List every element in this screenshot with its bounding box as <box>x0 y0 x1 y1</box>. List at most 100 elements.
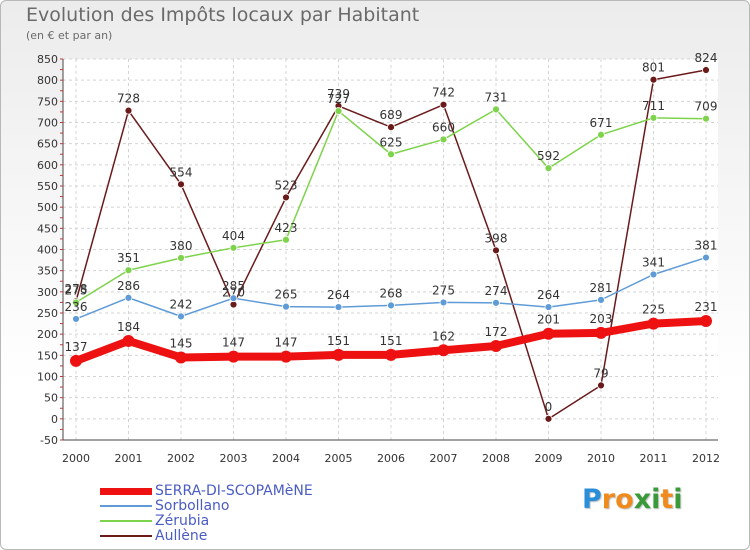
data-label: 162 <box>432 329 455 343</box>
data-label: 265 <box>275 288 298 302</box>
data-label: 404 <box>222 229 245 243</box>
data-label: 151 <box>327 334 350 348</box>
data-point <box>544 164 553 173</box>
data-point <box>124 293 133 302</box>
data-label: 184 <box>117 320 140 334</box>
data-label: 709 <box>695 100 718 114</box>
data-point <box>597 381 605 390</box>
data-point <box>332 348 345 361</box>
data-label: 592 <box>537 149 560 163</box>
data-label: 0 <box>545 400 553 414</box>
x-tick-label: 2008 <box>482 452 510 465</box>
data-label: 242 <box>170 297 193 311</box>
data-label: 801 <box>642 61 665 75</box>
y-tick-label: 700 <box>37 117 58 130</box>
x-tick-label: 2003 <box>220 452 248 465</box>
y-tick-label: 400 <box>37 244 58 257</box>
data-point <box>227 350 240 363</box>
y-tick-label: 850 <box>37 53 58 66</box>
proxiti-logo: Proxiti <box>582 484 683 515</box>
data-point <box>387 150 395 159</box>
data-point <box>229 294 238 303</box>
logo-letter: o <box>615 484 634 515</box>
data-point <box>492 105 500 114</box>
y-tick-label: 250 <box>37 307 58 320</box>
data-label: 236 <box>65 300 88 314</box>
x-tick-label: 2001 <box>115 452 143 465</box>
data-label: 172 <box>485 325 508 339</box>
data-point <box>282 235 290 244</box>
data-point <box>490 340 502 353</box>
x-tick-label: 2010 <box>587 452 615 465</box>
data-label: 225 <box>642 303 665 317</box>
data-point <box>334 107 343 115</box>
data-label: 201 <box>537 313 560 327</box>
data-point <box>437 344 450 357</box>
x-tick-label: 2000 <box>62 452 90 465</box>
y-tick-label: 450 <box>37 222 58 235</box>
y-tick-label: 350 <box>37 265 58 278</box>
data-label: 275 <box>432 283 455 297</box>
y-tick-label: 150 <box>37 349 58 362</box>
logo-letter: i <box>651 484 661 515</box>
y-tick-label: 500 <box>37 201 58 214</box>
y-tick-label: 650 <box>37 138 58 151</box>
data-point <box>282 193 290 202</box>
x-tick-label: 2004 <box>272 452 300 465</box>
logo-letter: i <box>673 484 683 515</box>
legend-swatch <box>100 535 152 537</box>
chart-subtitle: (en € et par an) <box>26 29 113 42</box>
data-point <box>492 298 500 307</box>
data-point <box>649 75 658 84</box>
data-point <box>70 354 82 367</box>
data-label: 268 <box>380 286 403 300</box>
data-label: 275 <box>65 283 88 297</box>
data-point <box>649 270 658 279</box>
data-label: 281 <box>590 281 613 295</box>
data-label: 278 <box>65 282 88 296</box>
data-label: 147 <box>222 336 245 350</box>
data-label: 728 <box>117 92 140 106</box>
data-point <box>702 253 710 262</box>
y-tick-label: 200 <box>37 328 58 341</box>
data-label: 264 <box>537 288 560 302</box>
y-tick-label: 100 <box>37 371 58 384</box>
data-point <box>542 327 555 340</box>
legend-label: Sorbollano <box>155 498 230 514</box>
data-label: 660 <box>432 120 455 134</box>
data-label: 380 <box>170 239 193 253</box>
data-point <box>702 114 710 123</box>
y-tick-label: 50 <box>44 392 58 405</box>
data-label: 286 <box>117 279 140 293</box>
x-tick-label: 2002 <box>167 452 195 465</box>
data-point <box>544 414 553 423</box>
data-point <box>177 180 185 189</box>
y-tick-label: 800 <box>37 74 58 87</box>
data-point <box>544 303 553 311</box>
data-label: 145 <box>170 336 193 350</box>
data-label: 151 <box>380 334 403 348</box>
data-label: 137 <box>65 340 88 354</box>
legend-swatch <box>100 488 152 495</box>
data-point <box>385 348 397 361</box>
data-label: 689 <box>380 108 403 122</box>
data-point <box>177 312 185 321</box>
data-point <box>702 66 710 74</box>
legend-swatch <box>100 505 152 507</box>
y-tick-label: 600 <box>37 159 58 172</box>
data-point <box>439 100 448 109</box>
data-point <box>72 298 80 307</box>
data-label: 341 <box>642 255 665 269</box>
data-label: 203 <box>590 312 613 326</box>
data-label: 711 <box>642 99 665 113</box>
data-point <box>647 317 660 330</box>
data-label: 554 <box>170 165 193 179</box>
y-tick-label: 750 <box>37 95 58 108</box>
data-label: 824 <box>695 51 718 65</box>
x-tick-label: 2012 <box>692 452 720 465</box>
data-label: 264 <box>327 288 350 302</box>
data-label: 423 <box>275 221 298 235</box>
data-label: 231 <box>695 300 718 314</box>
data-label: 147 <box>275 336 298 350</box>
